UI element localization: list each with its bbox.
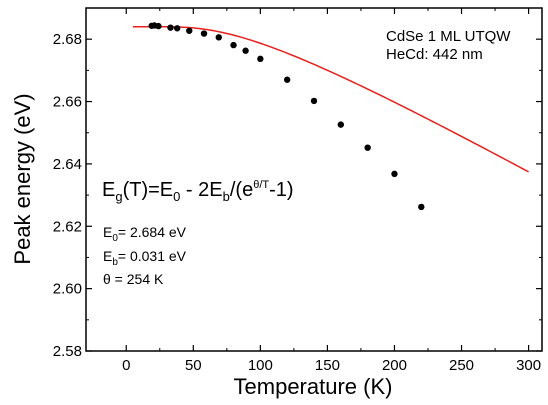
data-point (283, 76, 291, 83)
data-point (257, 55, 264, 63)
data-point (200, 30, 208, 37)
x-tick-label: 100 (248, 357, 273, 374)
data-point (230, 41, 237, 49)
data-point (337, 121, 345, 128)
y-tick-label: 2.64 (53, 156, 82, 173)
y-tick-label: 2.60 (53, 281, 82, 298)
x-tick-label: 300 (516, 357, 541, 374)
data-point (418, 203, 425, 211)
x-tick-label: 150 (315, 357, 340, 374)
data-points (148, 22, 425, 211)
data-point (155, 22, 162, 30)
sample-annotation: CdSe 1 ML UTQW (386, 28, 511, 45)
x-tick-label: 50 (185, 357, 202, 374)
y-tick-label: 2.66 (53, 94, 82, 111)
data-point (310, 97, 318, 105)
data-point (167, 24, 174, 31)
data-point (215, 34, 222, 41)
param-e0: E0= 2.684 eV (103, 224, 187, 244)
fit-formula: Eg(T)=E0 - 2Eb/(eθ/T-1) (102, 179, 294, 204)
data-point (364, 144, 371, 151)
param-theta: θ = 254 K (103, 271, 164, 287)
x-tick-label: 200 (382, 357, 407, 374)
excitation-annotation: HeCd: 442 nm (386, 46, 483, 63)
y-tick-label: 2.58 (53, 343, 82, 360)
x-tick-label: 0 (122, 357, 130, 374)
x-axis-title: Temperature (K) (234, 374, 393, 399)
fit-curve (132, 25, 529, 173)
y-axis-title: Peak energy (eV) (10, 93, 35, 264)
plot-frame (85, 7, 543, 352)
data-point (391, 170, 398, 178)
x-tick-label: 250 (449, 357, 474, 374)
param-eb: Eb= 0.031 eV (103, 248, 187, 268)
data-point (174, 25, 181, 32)
y-tick-label: 2.62 (53, 218, 82, 235)
y-tick-label: 2.68 (53, 31, 82, 48)
data-point (242, 47, 249, 54)
axis-ticks (86, 8, 542, 352)
data-point (186, 27, 193, 34)
axis-tick-labels: 0 50 100 150 200 250 300 2.58 2.60 2.62 2.64 2.66 2.… (53, 31, 541, 374)
